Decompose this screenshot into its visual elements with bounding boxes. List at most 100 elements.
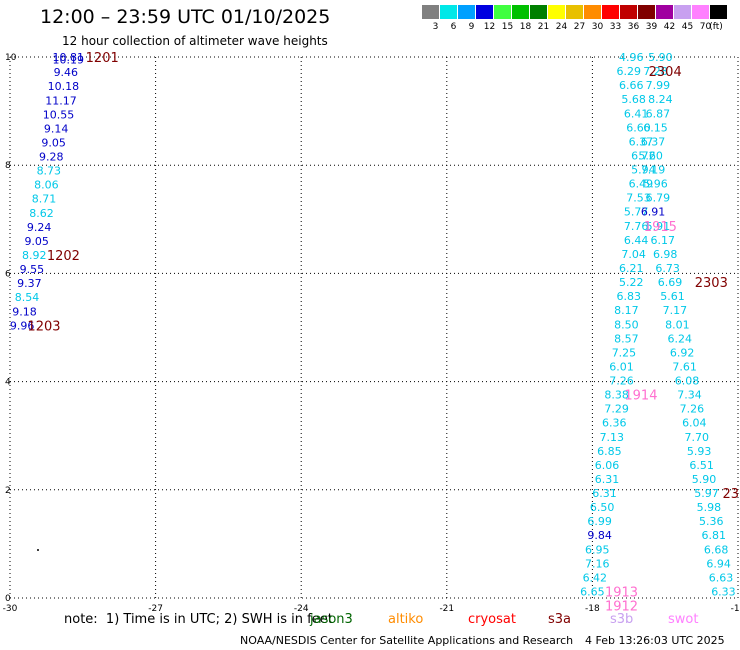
data-point-label: 6.33 (711, 586, 736, 599)
data-point-label: 6.41 (624, 107, 649, 120)
data-point-label: 5.77 (624, 206, 649, 219)
mission-legend-item: cryosat (468, 612, 516, 627)
scale-label: 45 (681, 22, 694, 32)
x-tick-label: -27 (148, 604, 163, 614)
time-label: 1202 (47, 249, 80, 264)
data-point-label: 10.18 (48, 80, 80, 93)
data-point-label: 6.68 (704, 543, 729, 556)
scale-swatch (692, 5, 709, 19)
scale-label: 21 (537, 22, 550, 32)
x-tick-label: -24 (294, 604, 309, 614)
data-point-label: 9.37 (17, 277, 42, 290)
data-point-label: 6.98 (653, 248, 678, 261)
y-tick-label: 6 (5, 269, 11, 279)
data-point-label: 7.53 (626, 192, 651, 205)
scale-swatch (620, 5, 637, 19)
data-point-label: 5.90 (648, 51, 673, 64)
scale-swatch (584, 5, 601, 19)
data-point-label: 6.08 (675, 375, 700, 388)
data-point-label: 6.91 (641, 206, 666, 219)
scale-swatch (494, 5, 511, 19)
data-point-label: 9.24 (27, 221, 52, 234)
data-point-label: 7.70 (684, 431, 709, 444)
credit-text: NOAA/NESDIS Center for Satellite Applica… (240, 634, 574, 647)
data-point-label: 6.72 (631, 149, 656, 162)
scale-swatch (476, 5, 493, 19)
data-point-label: 6.37 (641, 135, 666, 148)
scale-label: 30 (591, 22, 604, 32)
data-point-label: 9.05 (24, 235, 49, 248)
scale-label: 12 (483, 22, 496, 32)
data-point-label: 6.73 (655, 262, 680, 275)
data-point-label: 5.91 (646, 220, 671, 233)
data-point-label: 8.62 (29, 207, 54, 220)
time-label: 1203 (27, 319, 60, 334)
mission-legend-item: s3a (548, 612, 572, 627)
data-point-label: 6.65 (580, 586, 605, 599)
scale-swatch (656, 5, 673, 19)
time-label: 1914 (624, 389, 657, 404)
data-point-label: 5.93 (687, 445, 712, 458)
data-point-label: 6.31 (592, 487, 617, 500)
y-tick-label: 8 (5, 161, 11, 171)
data-point-label: 8.06 (34, 179, 59, 192)
data-point-label: 6.04 (682, 417, 707, 430)
data-point-label: 9.96 (10, 319, 35, 332)
data-point-label: 6.87 (646, 107, 671, 120)
data-point-label: 9.14 (44, 122, 69, 135)
scale-swatch (710, 5, 727, 19)
data-point-label: 5.36 (699, 515, 724, 528)
data-point-label: 8.71 (32, 193, 57, 206)
x-tick-label: -30 (3, 604, 18, 614)
data-point-label: 6.21 (619, 262, 644, 275)
page-title: 12:00 – 23:59 UTC 01/10/2025 (40, 6, 331, 28)
scale-swatch (530, 5, 547, 19)
scale-swatch (512, 5, 529, 19)
time-label: 1201 (86, 51, 119, 66)
x-tick-label: -18 (585, 604, 600, 614)
data-point-label: 9.84 (587, 529, 612, 542)
scale-label: 3 (432, 22, 439, 32)
data-point-label: 7.16 (585, 557, 610, 570)
mission-legend-item: swot (668, 612, 699, 627)
y-tick-label: 10 (5, 53, 17, 63)
data-point-label: 6.24 (668, 332, 693, 345)
data-point-label: 6.36 (602, 417, 627, 430)
mission-legend-item: altiko (388, 612, 424, 627)
scale-unit-label: (ft) (709, 22, 723, 32)
data-point-label: 5.90 (692, 473, 717, 486)
scale-swatch (602, 5, 619, 19)
data-point-label: 6.69 (658, 276, 683, 289)
data-point-label: 8.73 (37, 165, 62, 178)
scale-label: 9 (468, 22, 475, 32)
data-point-label: 6.92 (670, 346, 695, 359)
scale-label: 27 (573, 22, 586, 32)
data-point-label: 5.68 (621, 93, 646, 106)
scale-label: 33 (609, 22, 622, 32)
time-label: 2303 (695, 276, 728, 291)
data-point-label: 6.44 (624, 234, 649, 247)
data-point-label: 6.15 (643, 121, 668, 134)
data-point-label: 8.01 (665, 318, 690, 331)
data-point-label: 7.99 (646, 79, 671, 92)
scale-swatch (674, 5, 691, 19)
data-point-label: 4.96 (619, 51, 644, 64)
y-tick-label: 2 (5, 486, 11, 496)
scale-swatch (440, 5, 457, 19)
data-point-label: 8.24 (648, 93, 673, 106)
scale-label: 42 (663, 22, 676, 32)
data-point-label: 8.17 (614, 304, 639, 317)
data-point-label: 6.51 (689, 459, 714, 472)
time-label: 2304 (649, 65, 682, 80)
data-point-label: 7.26 (680, 403, 705, 416)
y-tick-label: 0 (5, 594, 11, 604)
data-point-label: 5.94 (631, 164, 656, 177)
data-point-label: 6.29 (617, 65, 642, 78)
data-point-label: 10.19 (52, 54, 84, 67)
data-point-label: 6.01 (609, 360, 634, 373)
data-point-label: 6.50 (590, 501, 615, 514)
data-point-label: 6.42 (583, 571, 608, 584)
data-point-label: 6.63 (709, 571, 734, 584)
scale-swatch (422, 5, 439, 19)
